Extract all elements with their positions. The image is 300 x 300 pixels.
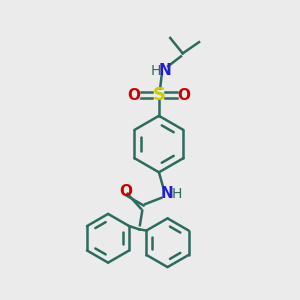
- Text: S: S: [152, 86, 165, 104]
- Text: O: O: [119, 184, 132, 199]
- Text: O: O: [177, 88, 190, 103]
- Text: N: N: [159, 63, 172, 78]
- Text: O: O: [128, 88, 140, 103]
- Text: H: H: [172, 187, 182, 201]
- Text: H: H: [151, 64, 161, 78]
- Text: N: N: [161, 186, 174, 201]
